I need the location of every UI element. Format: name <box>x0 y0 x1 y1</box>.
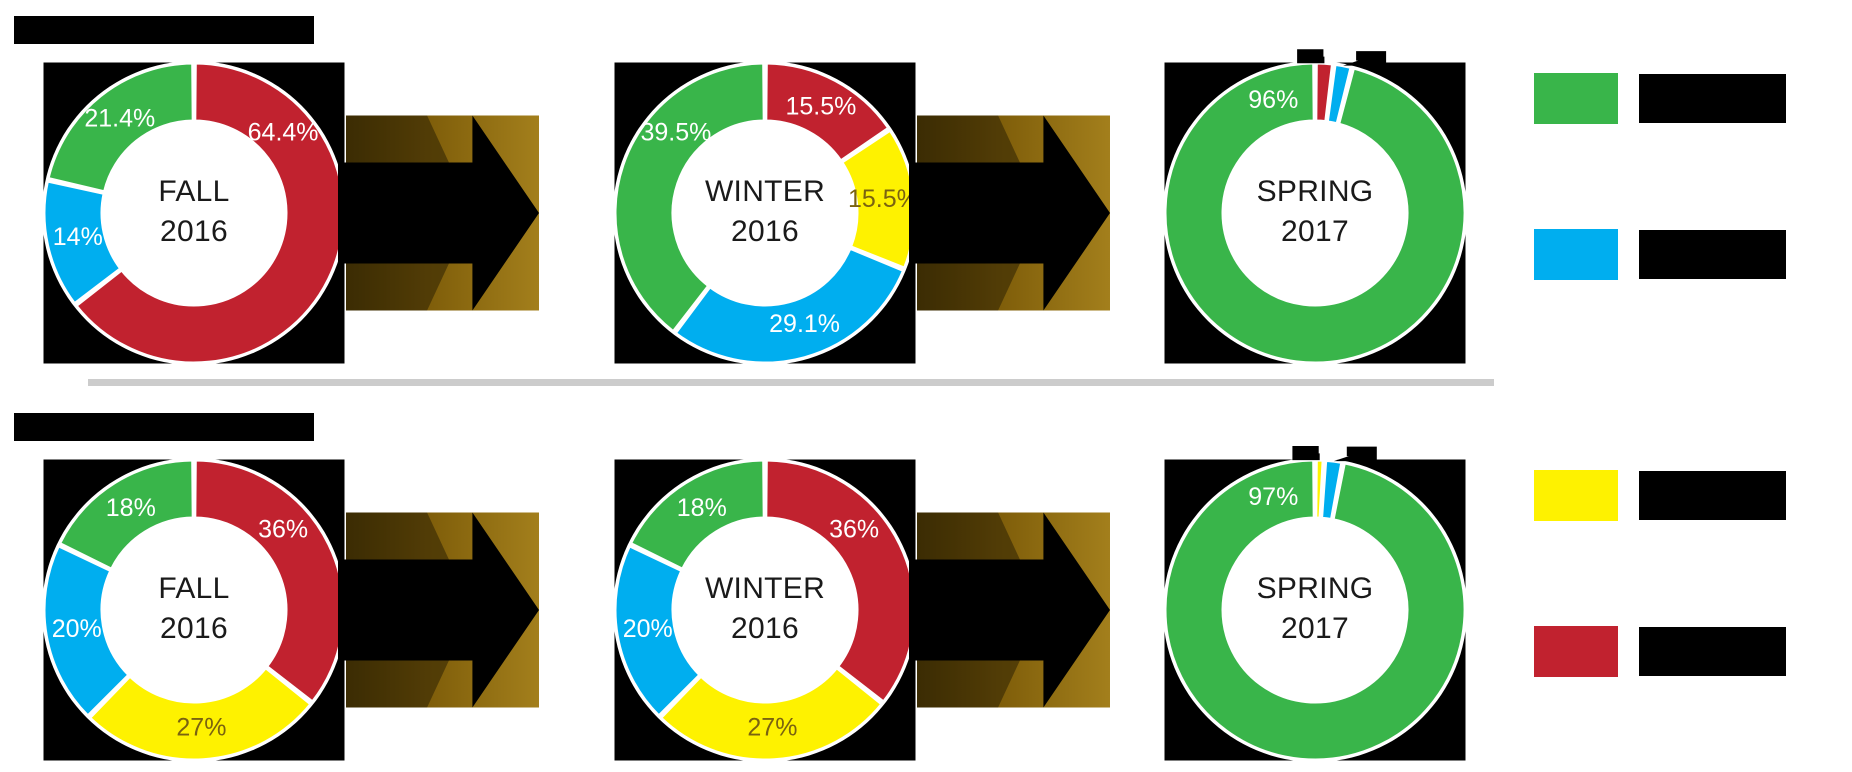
svg-text:FALL: FALL <box>158 572 229 605</box>
svg-text:20%: 20% <box>52 615 102 643</box>
svg-text:2016: 2016 <box>160 612 228 645</box>
svg-text:FALL: FALL <box>158 175 229 208</box>
svg-text:2016: 2016 <box>731 612 799 645</box>
svg-text:39.5%: 39.5% <box>640 119 711 147</box>
svg-text:2016: 2016 <box>160 215 228 248</box>
svg-text:97%: 97% <box>1248 483 1298 511</box>
svg-text:27%: 27% <box>747 713 797 741</box>
svg-text:18%: 18% <box>677 494 727 522</box>
svg-text:2017: 2017 <box>1281 215 1349 248</box>
svg-text:27%: 27% <box>176 713 226 741</box>
svg-text:21.4%: 21.4% <box>84 105 155 133</box>
svg-text:96%: 96% <box>1248 86 1298 114</box>
svg-text:WINTER: WINTER <box>705 175 825 208</box>
svg-text:WINTER: WINTER <box>705 572 825 605</box>
svg-text:14%: 14% <box>53 223 103 251</box>
svg-text:2016: 2016 <box>731 215 799 248</box>
svg-text:15.5%: 15.5% <box>785 93 856 121</box>
svg-text:36%: 36% <box>829 516 879 544</box>
svg-text:SPRING: SPRING <box>1257 572 1374 605</box>
svg-text:20%: 20% <box>623 615 673 643</box>
svg-text:SPRING: SPRING <box>1257 175 1374 208</box>
svg-text:36%: 36% <box>258 516 308 544</box>
svg-text:15.5%: 15.5% <box>848 185 919 213</box>
svg-text:18%: 18% <box>106 494 156 522</box>
svg-text:64.4%: 64.4% <box>248 119 319 147</box>
svg-text:29.1%: 29.1% <box>769 310 840 338</box>
svg-text:2017: 2017 <box>1281 612 1349 645</box>
